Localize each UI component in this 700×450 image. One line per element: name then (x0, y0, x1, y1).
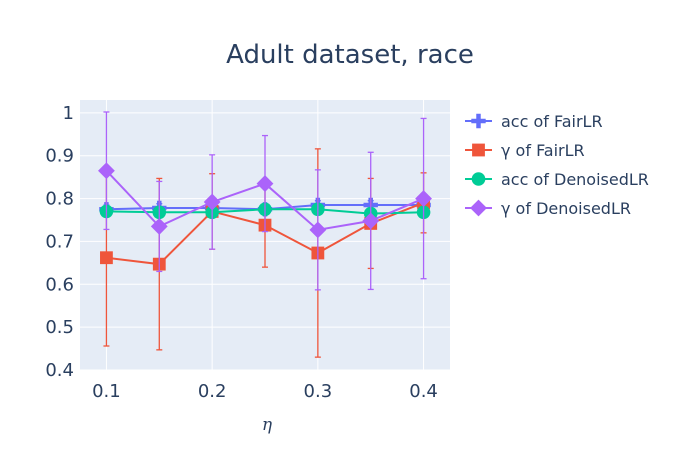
chart-title: Adult dataset, race (226, 40, 474, 70)
x-axis-label: η (262, 415, 273, 435)
legend-label: γ of FairLR (501, 141, 585, 160)
diamond-marker (150, 218, 168, 235)
y-tick-label: 0.5 (45, 317, 74, 338)
legend-item[interactable]: γ of FairLR (465, 141, 585, 160)
legend-item[interactable]: acc of DenoisedLR (465, 170, 649, 189)
y-axis-ticks: 0.4 0.5 0.6 0.7 0.8 0.9 1 (45, 103, 74, 381)
x-axis-ticks: 0.1 0.2 0.3 0.4 (92, 381, 438, 402)
series-layer (98, 111, 432, 358)
legend-label: acc of DenoisedLR (501, 170, 649, 189)
y-tick-label: 0.7 (45, 231, 74, 252)
y-tick-label: 0.8 (45, 189, 74, 210)
diamond-marker (203, 193, 221, 211)
diamond-marker (415, 190, 432, 207)
legend-label: γ of DenoisedLR (501, 199, 631, 218)
legend-item[interactable]: γ of DenoisedLR (465, 199, 631, 218)
legend-label: acc of FairLR (501, 112, 603, 131)
diamond-marker (470, 199, 487, 217)
square-marker (100, 251, 113, 265)
x-tick-label: 0.4 (409, 381, 438, 402)
square-marker (472, 143, 485, 157)
diamond-marker (98, 162, 115, 180)
diamond-marker (362, 212, 380, 230)
legend[interactable]: acc of FairLR γ of FairLR acc of DenoisedL… (465, 112, 649, 218)
cross-marker (471, 113, 486, 129)
x-tick-label: 0.2 (198, 381, 227, 402)
legend-item[interactable]: acc of FairLR (465, 112, 603, 131)
circle-marker (471, 172, 486, 186)
diamond-marker (256, 175, 274, 192)
y-tick-label: 0.4 (45, 360, 74, 381)
x-tick-label: 0.3 (304, 381, 333, 402)
x-tick-label: 0.1 (92, 381, 121, 402)
series-4 (98, 111, 432, 291)
diamond-marker (309, 221, 327, 239)
y-tick-label: 0.6 (45, 274, 74, 295)
y-tick-label: 0.9 (45, 146, 74, 167)
y-tick-label: 1 (63, 103, 74, 124)
